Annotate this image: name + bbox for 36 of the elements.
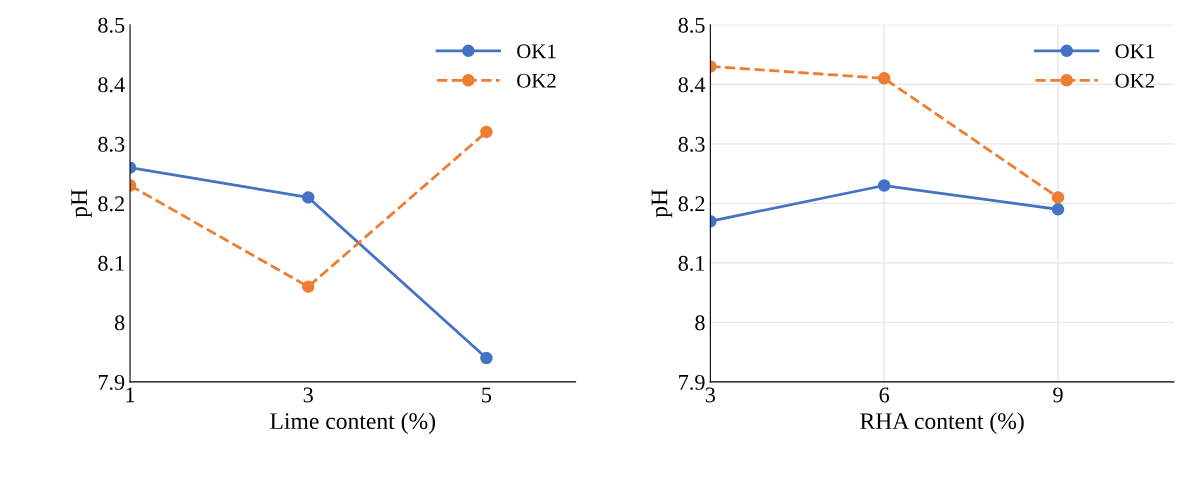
x-tick-label: 3: [303, 387, 313, 403]
y-tick-label: 8.2: [678, 196, 705, 212]
x-tick-label: 6: [879, 387, 890, 403]
point: [480, 125, 493, 139]
point: [1051, 203, 1065, 216]
legend-label: OK2: [1115, 73, 1154, 88]
y-tick-label: 8.5: [98, 17, 125, 33]
y-tick-label: 8.3: [678, 136, 705, 152]
x-axis-title: RHA content (%): [860, 412, 1024, 434]
y-tick-label: 8.1: [678, 255, 705, 271]
y-tick-label: 8.5: [678, 17, 705, 33]
x-axis-title: Lime content (%): [270, 412, 435, 434]
point: [301, 280, 315, 293]
y-tick-label: 8.2: [98, 196, 124, 212]
y-tick-label: 8.4: [98, 77, 125, 93]
x-tick-label: 3: [705, 387, 716, 403]
legend-label: OK2: [517, 73, 556, 88]
legend-label: OK1: [1115, 44, 1154, 59]
y-axis-title: pH: [651, 189, 673, 218]
y-tick-label: 8.3: [98, 136, 125, 152]
point: [1051, 191, 1065, 204]
point: [877, 179, 891, 192]
point: [877, 72, 891, 85]
point: [480, 351, 493, 365]
point: [301, 191, 315, 204]
legend-label: OK1: [517, 44, 556, 59]
x-tick-label: 1: [126, 387, 135, 403]
y-tick-label: 8.1: [98, 255, 124, 271]
y-tick-label: 8: [114, 315, 125, 331]
x-tick-label: 5: [482, 387, 492, 403]
y-tick-label: 8.4: [678, 77, 706, 93]
y-tick-label: 8: [695, 315, 705, 331]
x-tick-label: 9: [1053, 387, 1063, 403]
y-tick-label: 7.9: [98, 374, 125, 390]
y-tick-label: 7.9: [679, 374, 705, 390]
y-axis-title: pH: [71, 189, 92, 218]
